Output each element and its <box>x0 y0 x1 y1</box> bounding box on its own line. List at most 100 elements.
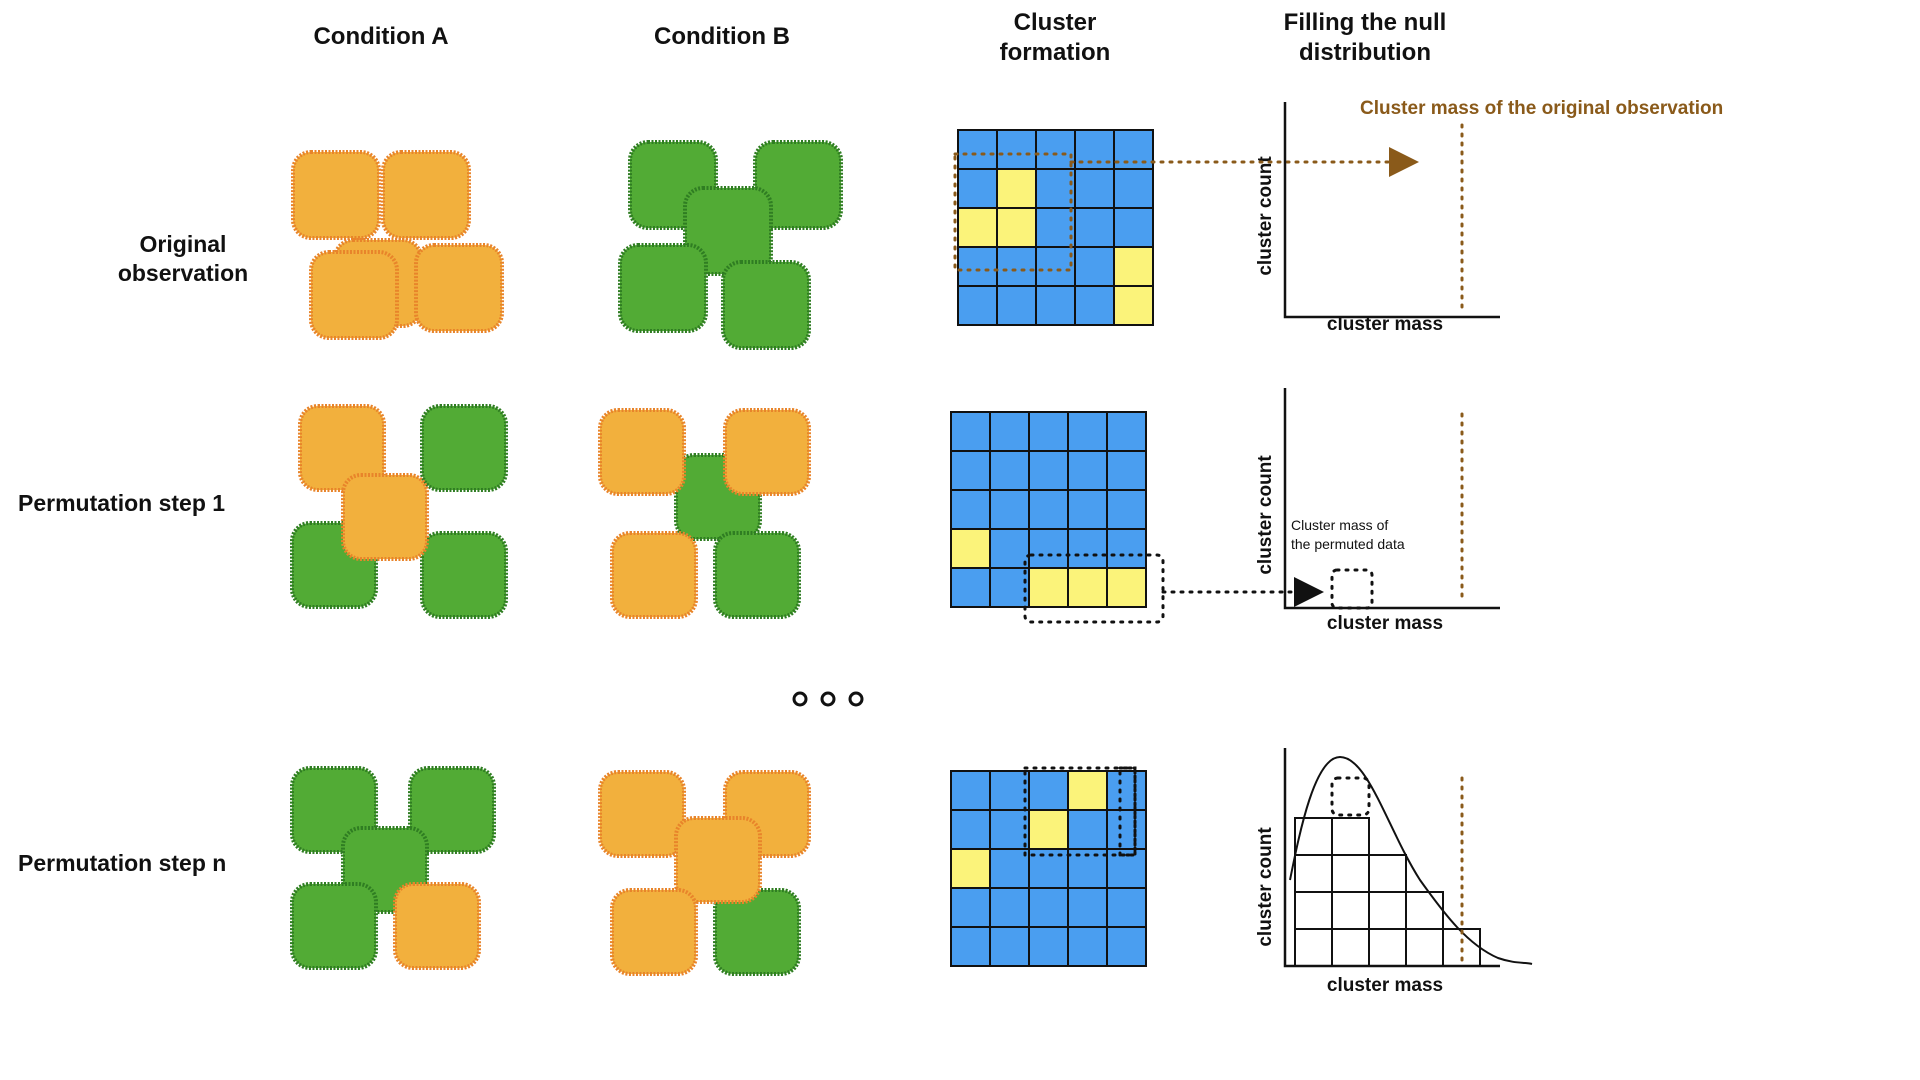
grid-cell <box>996 285 1037 326</box>
blob-green <box>420 404 508 492</box>
histogram-box <box>1331 891 1370 930</box>
perm1-cluster-outline <box>1023 553 1165 624</box>
grid-cell <box>1067 411 1108 452</box>
grid-cell <box>1106 411 1147 452</box>
grid-cell <box>1067 489 1108 530</box>
grid-cell-cluster <box>996 168 1037 209</box>
ellipsis-dot <box>820 691 836 707</box>
x-axis-label-row3: cluster mass <box>1326 975 1444 996</box>
permn-condition-b-blobs <box>598 770 811 976</box>
grid-cell <box>989 770 1030 811</box>
blob-green <box>420 531 508 619</box>
blob-green <box>683 186 773 276</box>
null-distribution-histogram <box>1294 776 1481 967</box>
grid-cell <box>1113 207 1154 248</box>
row-label-perm1: Permutation step 1 <box>18 490 226 516</box>
grid-cell <box>1028 770 1069 811</box>
grid-cell <box>1106 770 1147 811</box>
grid-cell <box>1067 809 1108 850</box>
permn-cluster-outline <box>1023 766 1137 857</box>
blob-green <box>290 882 378 970</box>
grid-cell <box>1106 887 1147 928</box>
grid-cell <box>1106 450 1147 491</box>
grid-cell-cluster <box>950 848 991 889</box>
blob-orange <box>414 243 504 333</box>
grid-cell <box>950 450 991 491</box>
grid-cell <box>957 246 998 287</box>
histogram-box <box>1331 928 1370 967</box>
histogram-box <box>1294 817 1333 856</box>
blob-orange <box>298 404 386 492</box>
permuted-mass-annotation: Cluster mass of the permuted data <box>1291 517 1405 552</box>
header-condition-a: Condition A <box>313 23 449 50</box>
row-label-permn: Permutation step n <box>18 850 227 876</box>
grid-cell <box>989 809 1030 850</box>
grid-cell-cluster <box>1067 567 1108 608</box>
grid-cell <box>989 887 1030 928</box>
blob-orange <box>610 888 698 976</box>
grid-cell <box>950 809 991 850</box>
grid-cell <box>1035 129 1076 170</box>
grid-cell-cluster <box>1028 567 1069 608</box>
permn-condition-a-blobs <box>290 766 496 970</box>
grid-cell <box>1074 168 1115 209</box>
grid-cell-cluster <box>957 207 998 248</box>
grid-cell <box>1028 926 1069 967</box>
header-cluster-formation: Cluster formation <box>999 9 1111 66</box>
original-cluster-grid <box>957 129 1154 326</box>
grid-cell <box>1074 207 1115 248</box>
histogram-box <box>1331 817 1370 856</box>
header-null-distribution: Filling the null distribution <box>1283 9 1447 66</box>
grid-cell <box>1067 528 1108 569</box>
row-label-original: Original observation <box>117 231 249 286</box>
grid-cell <box>989 926 1030 967</box>
blob-green <box>408 766 496 854</box>
grid-cell <box>1035 285 1076 326</box>
blob-orange <box>381 150 471 240</box>
grid-cell <box>989 450 1030 491</box>
blob-orange <box>291 150 381 240</box>
grid-cell <box>989 411 1030 452</box>
grid-cell <box>1028 528 1069 569</box>
histogram-box <box>1368 891 1407 930</box>
grid-cell-cluster <box>996 207 1037 248</box>
grid-cell <box>1028 411 1069 452</box>
x-axis-label-row2: cluster mass <box>1326 613 1444 634</box>
blob-orange <box>393 882 481 970</box>
blob-green <box>753 140 843 230</box>
original-condition-b-blobs <box>618 140 843 350</box>
blob-green <box>713 888 801 976</box>
grid-cell <box>957 129 998 170</box>
grid-cell <box>950 770 991 811</box>
grid-cell <box>950 926 991 967</box>
grid-cell-cluster <box>1067 770 1108 811</box>
perm1-cluster-grid <box>950 411 1147 608</box>
grid-cell <box>1106 926 1147 967</box>
grid-cell <box>1067 450 1108 491</box>
grid-cell <box>950 489 991 530</box>
ellipsis-dots <box>792 691 864 707</box>
grid-cell <box>1067 887 1108 928</box>
axes-row3 <box>1283 748 1500 968</box>
blob-orange <box>309 250 399 340</box>
grid-cell-cluster <box>1106 567 1147 608</box>
perm1-condition-b-blobs <box>598 408 811 619</box>
x-axis-label-row1: cluster mass <box>1326 314 1444 335</box>
blob-green <box>618 243 708 333</box>
blob-orange <box>598 770 686 858</box>
axes-row2 <box>1283 388 1500 610</box>
grid-cell-cluster <box>1113 285 1154 326</box>
blob-orange <box>610 531 698 619</box>
histogram-box <box>1368 854 1407 893</box>
grid-cell <box>950 567 991 608</box>
grid-cell <box>989 489 1030 530</box>
perm1-mass-box <box>1330 568 1374 610</box>
histogram-box <box>1331 854 1370 893</box>
grid-cell-cluster <box>950 528 991 569</box>
grid-cell <box>950 887 991 928</box>
blob-orange <box>598 408 686 496</box>
perm1-condition-a-blobs <box>290 404 508 619</box>
header-condition-b: Condition B <box>654 23 790 50</box>
histogram-box-pending <box>1330 776 1371 817</box>
